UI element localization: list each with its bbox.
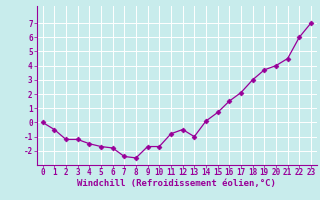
X-axis label: Windchill (Refroidissement éolien,°C): Windchill (Refroidissement éolien,°C) [77, 179, 276, 188]
